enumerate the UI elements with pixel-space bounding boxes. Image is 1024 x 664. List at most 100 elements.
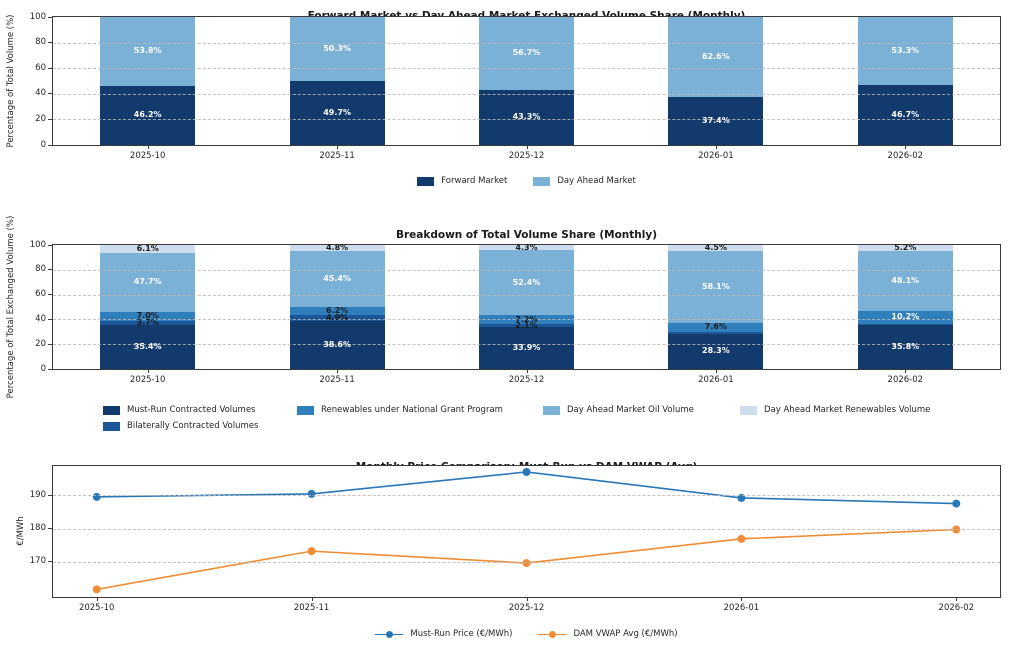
- y-tick-mark: [48, 16, 52, 18]
- x-tick-mark: [526, 597, 528, 601]
- y-tick-mark: [48, 67, 52, 69]
- legend-item: Forward Market: [417, 176, 507, 186]
- data-point: [92, 585, 101, 594]
- x-tick-label: 2025-12: [508, 603, 545, 613]
- x-tick-label: 2026-02: [887, 151, 924, 161]
- x-tick-label: 2025-11: [319, 375, 355, 385]
- bar-label: 35.4%: [133, 342, 162, 352]
- line-series: [96, 471, 957, 505]
- x-tick-mark: [526, 145, 528, 149]
- gridline: [53, 93, 1000, 95]
- bar-segment: [479, 324, 574, 327]
- bar-segment: [857, 251, 953, 312]
- legend-line-marker-icon: [538, 630, 567, 639]
- y-tick-mark: [48, 343, 52, 345]
- legend-swatch-icon: [103, 421, 120, 431]
- y-tick-mark: [48, 269, 52, 271]
- legend-label: DAM VWAP Avg (€/MWh): [573, 629, 678, 639]
- bar-segment: [100, 325, 196, 369]
- bar-label: 35.8%: [891, 341, 920, 351]
- bar-segment: [668, 17, 764, 98]
- bar-label: 10.2%: [891, 312, 920, 322]
- y-tick-label: 180: [29, 523, 46, 533]
- price-lines: [92, 467, 961, 594]
- legend-item: Day Ahead Market Renewables Volume: [740, 405, 930, 415]
- data-point: [737, 534, 746, 543]
- y-tick-mark: [48, 294, 52, 296]
- bar-label: 7.2%: [515, 314, 538, 324]
- x-tick-mark: [526, 369, 528, 373]
- bar-label: 4.5%: [704, 242, 727, 252]
- bar-label: 46.7%: [891, 110, 920, 120]
- x-tick-label: 2025-10: [78, 603, 115, 613]
- x-tick-label: 2026-01: [723, 603, 760, 613]
- bar-segment: [857, 324, 953, 369]
- legend-item: Bilaterally Contracted Volumes: [103, 421, 258, 431]
- y-tick-label: 40: [35, 313, 46, 324]
- bar-label: 6.1%: [136, 243, 159, 253]
- gridline: [53, 119, 1000, 121]
- y-tick-label: 100: [29, 11, 46, 22]
- x-tick-mark: [96, 597, 98, 601]
- y-tick-label: 0: [40, 363, 46, 374]
- y-tick-mark: [48, 144, 52, 146]
- y-tick-label: 190: [29, 489, 46, 500]
- bar-segment: [668, 250, 764, 323]
- bar-label: 4.3%: [515, 242, 538, 252]
- bar-label: 45.4%: [323, 274, 351, 284]
- y-tick-label: 20: [35, 338, 46, 349]
- legend-label: Day Ahead Market: [557, 176, 636, 186]
- bar-segment: [857, 85, 953, 145]
- legend-prices: Must-Run Price (€/MWh) DAM VWAP Avg (€/MW…: [53, 629, 1000, 639]
- gridline: [53, 294, 1000, 296]
- bar-segment: [857, 245, 953, 252]
- gridline: [53, 495, 1000, 497]
- x-tick-label: 2026-01: [698, 151, 734, 161]
- y-tick-label: 20: [35, 113, 46, 124]
- legend-item: DAM VWAP Avg (€/MWh): [538, 629, 678, 639]
- bar-label: 4.9%: [326, 313, 349, 323]
- legend-swatch-icon: [740, 405, 757, 415]
- bar-label: 43.3%: [512, 112, 541, 122]
- bar-label: 2.1%: [515, 320, 538, 330]
- bar-segment: [668, 245, 764, 251]
- x-tick-label: 2025-12: [508, 151, 545, 161]
- legend-swatch-icon: [533, 176, 551, 186]
- y-tick-mark: [48, 528, 52, 529]
- legend-line-marker-icon: [375, 630, 404, 639]
- legend-swatch-icon: [103, 405, 120, 415]
- bar-segment: [100, 320, 196, 326]
- x-tick-mark: [337, 369, 339, 373]
- bar-label: 49.7%: [323, 108, 351, 118]
- bar-label: 50.3%: [323, 44, 351, 54]
- bar-segment: [100, 85, 196, 145]
- data-point: [92, 492, 101, 501]
- x-tick-label: 2026-02: [938, 603, 975, 613]
- legend-label: Day Ahead Market Renewables Volume: [764, 405, 931, 415]
- legend-item: Day Ahead Market Oil Volume: [543, 405, 694, 415]
- bar-label: 56.7%: [512, 48, 541, 58]
- bar-label: 58.1%: [702, 281, 730, 291]
- bar-label: 7.6%: [704, 322, 727, 332]
- bar-label: 53.3%: [891, 46, 920, 56]
- x-tick-mark: [147, 145, 149, 149]
- x-tick-mark: [715, 369, 717, 373]
- gridline: [53, 42, 1000, 44]
- bar-segment: [668, 322, 764, 333]
- bar-segment: [100, 252, 196, 312]
- y-tick-mark: [48, 368, 52, 370]
- data-point: [522, 467, 531, 476]
- legend-label: Bilaterally Contracted Volumes: [127, 421, 259, 431]
- bar-segment: [289, 307, 385, 316]
- x-tick-mark: [337, 145, 339, 149]
- bar-label: 3.7%: [136, 317, 159, 327]
- legend-label: Must-Run Price (€/MWh): [410, 629, 513, 639]
- legend-item: Renewables under National Grant Program: [297, 405, 503, 415]
- bar-label: 5.2%: [894, 243, 917, 253]
- bar-segment: [668, 97, 764, 145]
- x-tick-mark: [956, 597, 958, 601]
- bar-label: 53.8%: [133, 46, 162, 56]
- bar-segment: [289, 17, 385, 82]
- legend-swatch-icon: [417, 176, 435, 186]
- bar-segment: [289, 245, 385, 252]
